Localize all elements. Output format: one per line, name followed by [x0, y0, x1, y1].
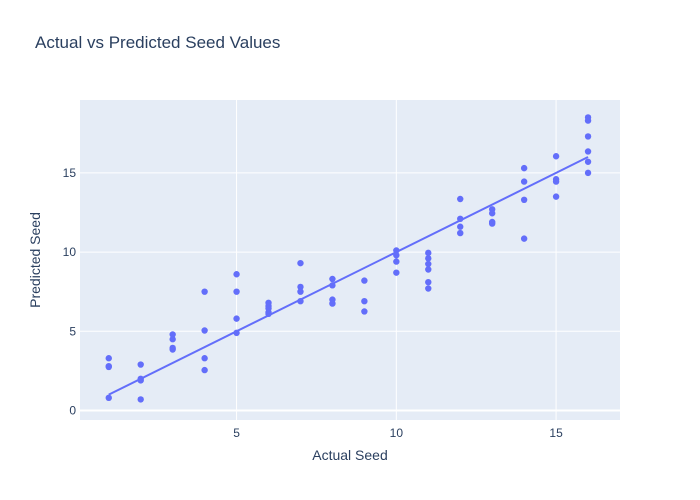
- y-tick-label: 10: [63, 245, 77, 259]
- data-point: [425, 266, 432, 273]
- reference-line: [108, 156, 589, 396]
- data-point: [233, 271, 240, 278]
- data-point: [520, 235, 528, 242]
- data-point: [201, 327, 208, 334]
- data-point: [329, 282, 336, 289]
- data-point: [457, 229, 464, 237]
- data-point: [201, 288, 208, 295]
- data-point: [297, 297, 304, 305]
- data-point: [584, 133, 592, 140]
- data-point: [584, 148, 592, 155]
- y-axis-title: Predicted Seed: [27, 212, 43, 308]
- data-point: [393, 258, 400, 265]
- x-tick-label: 5: [233, 426, 240, 440]
- data-point: [137, 377, 144, 384]
- data-point: [520, 178, 528, 185]
- data-point: [201, 355, 208, 362]
- data-point: [201, 366, 208, 374]
- data-point: [265, 310, 272, 318]
- reference-line-group: [108, 156, 589, 396]
- data-point: [457, 223, 464, 230]
- data-point: [425, 278, 432, 286]
- data-point: [552, 178, 560, 185]
- y-tick-label: 15: [63, 166, 77, 180]
- y-tick-label: 5: [69, 324, 76, 338]
- x-axis-title: Actual Seed: [312, 447, 388, 463]
- data-point: [105, 355, 112, 362]
- data-point: [457, 195, 464, 203]
- data-point: [137, 361, 144, 368]
- data-point: [105, 363, 112, 371]
- data-points: [105, 114, 592, 403]
- data-point: [425, 255, 432, 262]
- data-point: [520, 196, 528, 204]
- data-point: [361, 277, 368, 284]
- data-point: [425, 260, 432, 268]
- data-point: [488, 210, 496, 217]
- data-point: [520, 164, 528, 172]
- data-point: [297, 259, 304, 267]
- data-point: [329, 300, 336, 307]
- data-point: [552, 193, 560, 200]
- x-tick-label: 10: [390, 426, 404, 440]
- data-point: [137, 396, 144, 403]
- data-point: [233, 288, 240, 295]
- data-point: [329, 275, 336, 283]
- data-point: [457, 215, 464, 223]
- data-point: [584, 158, 592, 165]
- data-point: [297, 288, 304, 295]
- data-point: [552, 153, 560, 160]
- data-point: [233, 315, 240, 322]
- data-point: [393, 247, 400, 254]
- data-point: [169, 331, 176, 338]
- data-point: [584, 117, 592, 124]
- data-point: [233, 329, 240, 337]
- data-point: [488, 220, 496, 227]
- tick-labels: 5 10 15 0 5 10 15: [63, 166, 563, 440]
- plot-area: [80, 100, 620, 420]
- data-point: [169, 336, 176, 343]
- data-point: [393, 269, 400, 276]
- data-point: [425, 249, 432, 257]
- data-point: [361, 297, 368, 305]
- chart-title: Actual vs Predicted Seed Values: [35, 33, 281, 52]
- data-point: [361, 308, 368, 315]
- data-point: [105, 394, 112, 402]
- data-point: [425, 285, 432, 292]
- data-point: [297, 283, 304, 291]
- data-point: [584, 169, 592, 177]
- x-tick-label: 15: [549, 426, 563, 440]
- data-point: [169, 346, 176, 353]
- y-tick-label: 0: [69, 403, 76, 417]
- data-point: [393, 252, 400, 259]
